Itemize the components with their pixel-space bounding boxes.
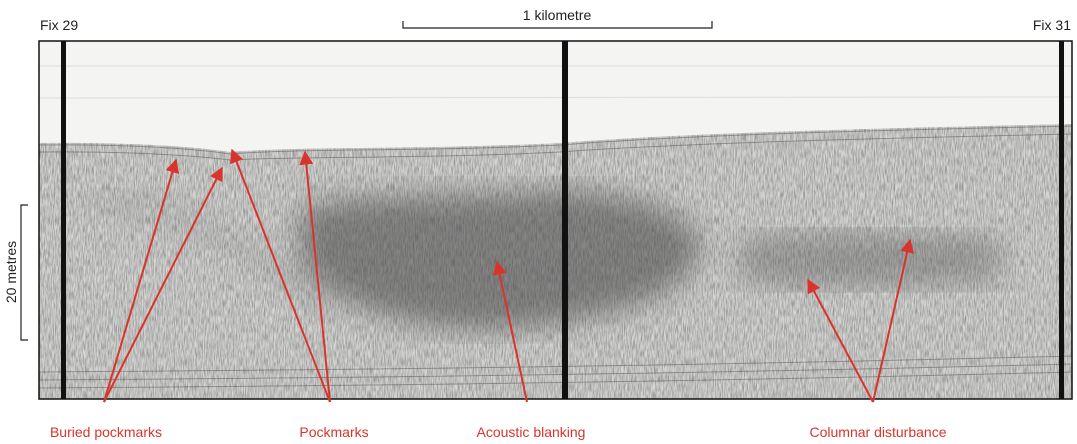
frame xyxy=(38,40,1073,400)
fix-label: Fix 31 xyxy=(1033,17,1071,33)
profile xyxy=(39,41,1072,399)
depth-bar xyxy=(20,204,28,341)
annotation: Acoustic blanking xyxy=(477,424,586,440)
scale-label: 1 kilometre xyxy=(523,7,592,23)
depth-label: 20 metres xyxy=(3,241,19,303)
fix-label: Fix 29 xyxy=(40,17,78,33)
annotation: Columnar disturbance xyxy=(810,424,947,440)
scale-bar xyxy=(402,21,713,29)
arrows xyxy=(103,148,915,403)
annotation: Pockmarks xyxy=(299,424,368,440)
annotation: Buried pockmarks xyxy=(50,424,162,440)
